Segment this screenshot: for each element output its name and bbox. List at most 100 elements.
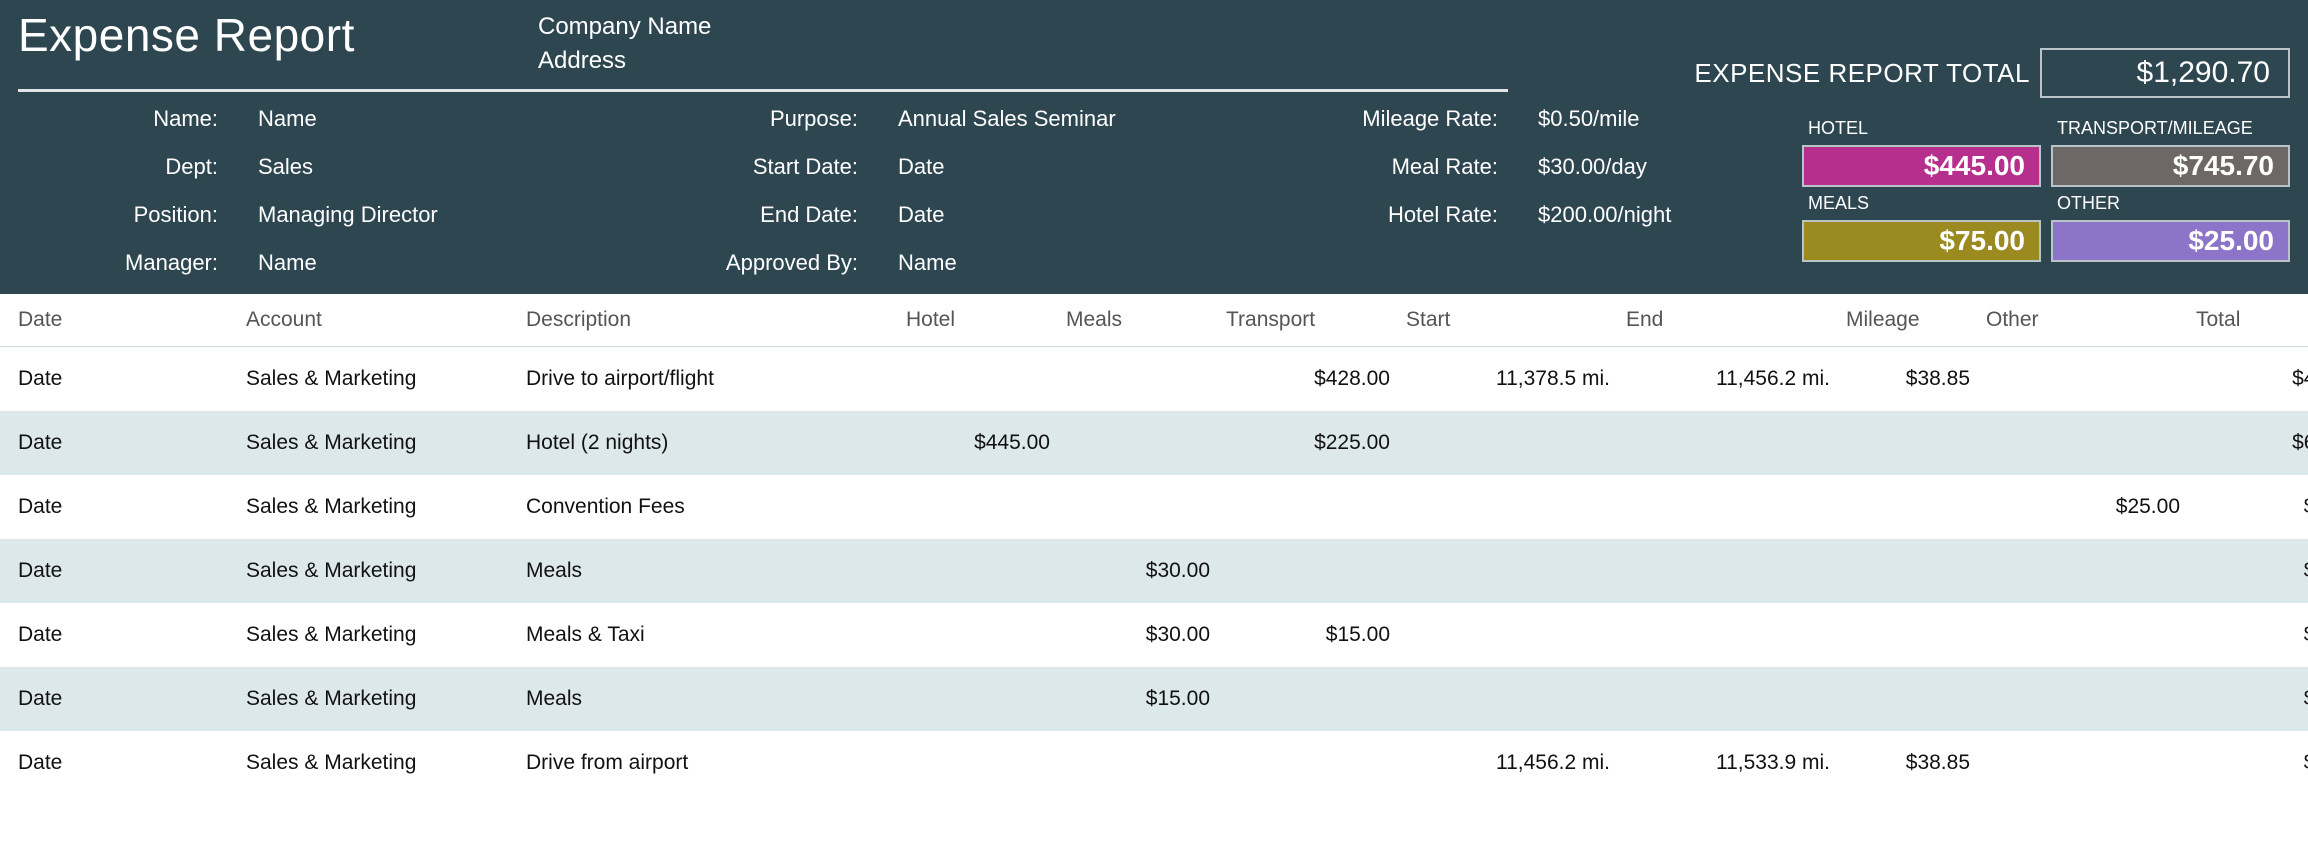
meta-col-3: Mileage Rate: $0.50/mile Meal Rate: $30.… — [1278, 106, 1818, 276]
cell-hotel — [900, 667, 1060, 731]
meta-col-2: Purpose: Annual Sales Seminar Start Date… — [658, 106, 1278, 276]
start-date-value: Date — [898, 154, 1278, 180]
table-body: DateSales & MarketingDrive to airport/fl… — [0, 347, 2308, 796]
end-date-label: End Date: — [658, 202, 858, 228]
col-start: Start — [1400, 294, 1620, 347]
cell-mileage: $38.85 — [1840, 347, 1980, 412]
meals-card-value: $75.00 — [1802, 220, 2041, 262]
cell-description: Convention Fees — [520, 475, 900, 539]
header-top: Expense Report Company Name Address — [18, 0, 1508, 92]
cell-other — [1980, 539, 2190, 603]
cell-description: Hotel (2 nights) — [520, 411, 900, 475]
approved-value: Name — [898, 250, 1278, 276]
manager-label: Manager: — [18, 250, 218, 276]
cell-start — [1400, 475, 1620, 539]
report-header: Expense Report Company Name Address EXPE… — [0, 0, 2308, 294]
meals-card-label: MEALS — [1802, 193, 2041, 214]
grand-total: EXPENSE REPORT TOTAL $1,290.70 — [1694, 48, 2290, 98]
cell-end — [1620, 667, 1840, 731]
purpose-label: Purpose: — [658, 106, 858, 132]
cell-other — [1980, 667, 2190, 731]
cell-account: Sales & Marketing — [240, 603, 520, 667]
cell-meals: $15.00 — [1060, 667, 1220, 731]
cell-start — [1400, 667, 1620, 731]
expense-table: Date Account Description Hotel Meals Tra… — [0, 294, 2308, 795]
cell-meals: $30.00 — [1060, 539, 1220, 603]
cell-meals — [1060, 347, 1220, 412]
other-card-value: $25.00 — [2051, 220, 2290, 262]
cell-account: Sales & Marketing — [240, 347, 520, 412]
cell-description: Drive from airport — [520, 731, 900, 795]
cell-end: 11,533.9 mi. — [1620, 731, 1840, 795]
cell-total: $38.85 — [2190, 731, 2308, 795]
hotel-card-value: $445.00 — [1802, 145, 2041, 187]
approved-label: Approved By: — [658, 250, 858, 276]
cell-other — [1980, 411, 2190, 475]
other-card-label: OTHER — [2051, 193, 2290, 214]
cell-total: $15.00 — [2190, 667, 2308, 731]
cell-hotel: $445.00 — [900, 411, 1060, 475]
cell-hotel — [900, 731, 1060, 795]
hotel-rate-value: $200.00/night — [1538, 202, 1818, 228]
cell-transport — [1220, 475, 1400, 539]
hotel-rate-label: Hotel Rate: — [1278, 202, 1498, 228]
col-total: Total — [2190, 294, 2308, 347]
name-label: Name: — [18, 106, 218, 132]
cell-start: 11,456.2 mi. — [1400, 731, 1620, 795]
cell-hotel — [900, 539, 1060, 603]
cell-total: $466.85 — [2190, 347, 2308, 412]
transport-card-value: $745.70 — [2051, 145, 2290, 187]
table-row: DateSales & MarketingHotel (2 nights)$44… — [0, 411, 2308, 475]
cell-description: Meals — [520, 667, 900, 731]
cell-total: $30.00 — [2190, 539, 2308, 603]
col-meals: Meals — [1060, 294, 1220, 347]
position-label: Position: — [18, 202, 218, 228]
cell-mileage — [1840, 475, 1980, 539]
cell-transport — [1220, 539, 1400, 603]
table-row: DateSales & MarketingMeals & Taxi$30.00$… — [0, 603, 2308, 667]
company-address: Address — [538, 44, 1508, 78]
cell-total: $45.00 — [2190, 603, 2308, 667]
cell-start — [1400, 411, 1620, 475]
hotel-card-label: HOTEL — [1802, 118, 2041, 139]
cell-date: Date — [0, 347, 240, 412]
summary-cards: HOTEL TRANSPORT/MILEAGE $445.00 $745.70 … — [1802, 118, 2290, 262]
cell-end — [1620, 411, 1840, 475]
cell-date: Date — [0, 539, 240, 603]
cell-hotel — [900, 603, 1060, 667]
cell-end — [1620, 603, 1840, 667]
col-description: Description — [520, 294, 900, 347]
cell-mileage — [1840, 603, 1980, 667]
cell-total: $670.00 — [2190, 411, 2308, 475]
cell-start — [1400, 539, 1620, 603]
cell-meals: $30.00 — [1060, 603, 1220, 667]
grand-total-value: $1,290.70 — [2040, 48, 2290, 98]
table-header-row: Date Account Description Hotel Meals Tra… — [0, 294, 2308, 347]
cell-description: Drive to airport/flight — [520, 347, 900, 412]
cell-date: Date — [0, 667, 240, 731]
cell-transport — [1220, 731, 1400, 795]
report-title: Expense Report — [18, 8, 538, 62]
cell-total: $25.00 — [2190, 475, 2308, 539]
table-row: DateSales & MarketingConvention Fees$25.… — [0, 475, 2308, 539]
cell-end — [1620, 539, 1840, 603]
cell-end — [1620, 475, 1840, 539]
cell-mileage — [1840, 411, 1980, 475]
cell-end: 11,456.2 mi. — [1620, 347, 1840, 412]
cell-hotel — [900, 475, 1060, 539]
cell-description: Meals & Taxi — [520, 603, 900, 667]
cell-meals — [1060, 475, 1220, 539]
cell-transport: $15.00 — [1220, 603, 1400, 667]
cell-mileage — [1840, 539, 1980, 603]
meta-col-1: Name: Name Dept: Sales Position: Managin… — [18, 106, 658, 276]
cell-start — [1400, 603, 1620, 667]
position-value: Managing Director — [258, 202, 658, 228]
cell-other — [1980, 347, 2190, 412]
col-hotel: Hotel — [900, 294, 1060, 347]
cell-meals — [1060, 731, 1220, 795]
company-name: Company Name — [538, 10, 1508, 44]
transport-card-label: TRANSPORT/MILEAGE — [2051, 118, 2290, 139]
cell-start: 11,378.5 mi. — [1400, 347, 1620, 412]
cell-mileage — [1840, 667, 1980, 731]
meal-rate-value: $30.00/day — [1538, 154, 1818, 180]
